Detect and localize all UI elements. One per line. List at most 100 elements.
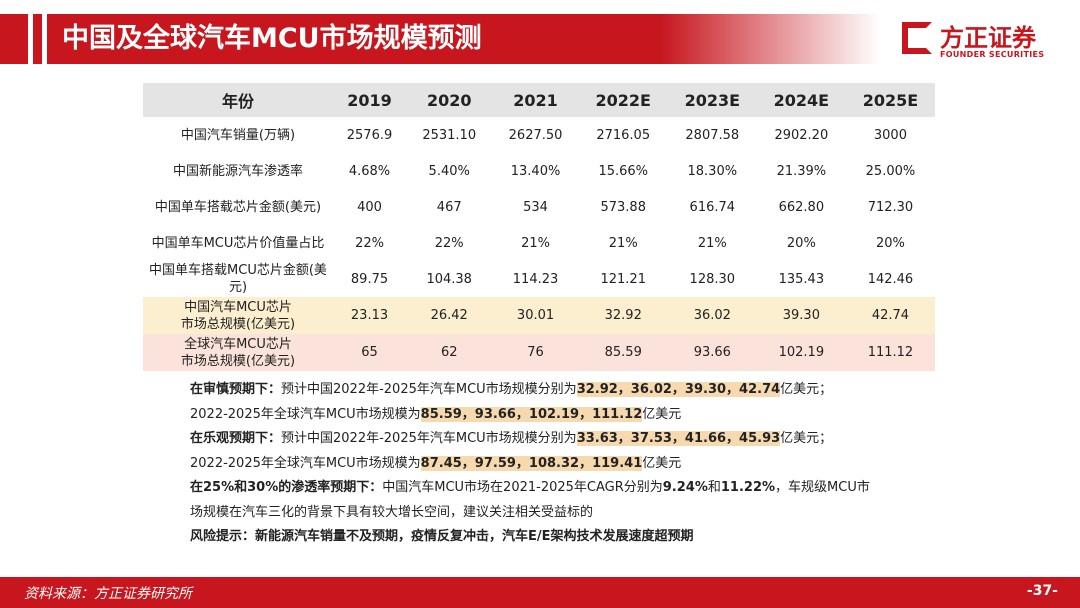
- logo-en: FOUNDER SECURITIES: [940, 50, 1045, 59]
- note-lead: 在审慎预期下：: [190, 382, 282, 397]
- cell: 534: [523, 199, 548, 215]
- note-text: 亿美元；: [780, 382, 833, 397]
- note-lead: 风险提示：: [190, 529, 256, 544]
- table-row: 中国单车MCU芯片价值量占比 22% 22% 21% 21% 21% 20% 20%: [143, 225, 935, 261]
- cell: 13.40%: [510, 163, 561, 179]
- cell: 4.68%: [348, 163, 391, 179]
- row-label: 中国单车MCU芯片价值量占比: [151, 235, 325, 251]
- cell: 135.43: [778, 271, 825, 287]
- note-line: 在25%和30%的渗透率预期下：中国汽车MCU市场在2021-2025年CAGR…: [190, 476, 880, 525]
- note-line: 2022-2025年全球汽车MCU市场规模为87.45，97.59，108.32…: [190, 452, 880, 477]
- row-label: 中国单车搭载MCU芯片金额(美元): [149, 263, 327, 295]
- cell: 22%: [355, 235, 384, 251]
- row-label: 中国汽车MCU芯片 市场总规模(亿美元): [143, 297, 333, 334]
- header-cell: 2023E: [667, 83, 757, 117]
- cell: 21%: [608, 235, 638, 251]
- page-number: -37-: [1026, 583, 1058, 599]
- cell: 18.30%: [687, 163, 738, 179]
- cell: 62: [406, 334, 493, 371]
- note-text: 2022-2025年全球汽车MCU市场规模为: [190, 455, 421, 471]
- cell: 20%: [786, 235, 816, 251]
- table-row: 中国单车搭载MCU芯片金额(美元) 89.75 104.38 114.23 121.21…: [143, 261, 935, 297]
- cell: 2716.05: [596, 127, 651, 143]
- header-cell: 2019: [333, 83, 407, 117]
- note-text: 和: [707, 480, 721, 495]
- cell: 21%: [521, 235, 550, 251]
- cell: 21.39%: [776, 163, 827, 179]
- note-text: 亿美元: [642, 455, 682, 471]
- header-cell: 2021: [492, 83, 579, 117]
- header-cell: 2020: [406, 83, 493, 117]
- cell: 21%: [697, 235, 727, 251]
- cell: 25.00%: [865, 163, 916, 179]
- cell: 2531.10: [422, 127, 477, 143]
- note-text: 新能源汽车销量不及预期，疫情反复冲击，汽车E/E架构技术发展速度超预期: [255, 529, 694, 544]
- cell: 573.88: [600, 199, 646, 215]
- note-line: 在乐观预期下：预计中国2022年-2025年汽车MCU市场规模分别为33.63，…: [190, 427, 880, 452]
- table-row: 中国汽车销量(万辆) 2576.9 2531.10 2627.50 2716.05 280…: [143, 117, 935, 153]
- cell: 26.42: [406, 297, 493, 334]
- cell: 128.30: [689, 271, 736, 287]
- header-cell: 2025E: [845, 83, 935, 117]
- note-highlight: 85.59，93.66，102.19，111.12: [420, 406, 643, 422]
- title: 中国及全球汽车MCU市场规模预测: [62, 23, 482, 54]
- cell: 121.21: [600, 271, 646, 287]
- cell: 114.23: [512, 271, 559, 287]
- note-text: ，车规级MCU市场规模在汽车三化的背景下具有较大增长空间，建议关注相关受益标的: [190, 480, 870, 520]
- cell: 2807.58: [685, 127, 740, 143]
- note-line: 风险提示：新能源汽车销量不及预期，疫情反复冲击，汽车E/E架构技术发展速度超预期: [190, 525, 880, 550]
- header-cell: 2024E: [756, 83, 846, 117]
- logo-icon: [902, 22, 932, 54]
- row-label: 中国汽车销量(万辆): [180, 127, 296, 143]
- cell: 712.30: [867, 199, 914, 215]
- cell: 42.74: [845, 297, 935, 334]
- table-row: 中国新能源汽车渗透率 4.68% 5.40% 13.40% 15.66% 18.30% 21…: [143, 153, 935, 189]
- logo-cn: 方正证券: [940, 24, 1036, 52]
- cell: 2576.9: [346, 127, 393, 143]
- table-row: 全球汽车MCU芯片 市场总规模(亿美元) 65 62 76 85.59 93.66 102.…: [143, 334, 935, 371]
- header-cell: 年份: [143, 83, 333, 117]
- stripe: [28, 14, 33, 64]
- source: 资料来源：方正证券研究所: [24, 586, 192, 602]
- cell: 65: [333, 334, 407, 371]
- table: 年份 2019 2020 2021 2022E 2023E 2024E 2025E 中国汽车销量…: [143, 83, 935, 371]
- note-lead: 在乐观预期下：: [190, 431, 282, 446]
- cell: 3000: [873, 127, 907, 143]
- cell: 23.13: [333, 297, 407, 334]
- cell: 22%: [434, 235, 464, 251]
- note-line: 在审慎预期下：预计中国2022年-2025年汽车MCU市场规模分别为32.92，…: [190, 378, 880, 403]
- cell: 5.40%: [428, 163, 470, 179]
- cell: 36.02: [667, 297, 757, 334]
- cell: 102.19: [756, 334, 846, 371]
- note-text: 预计中国2022年-2025年汽车MCU市场规模分别为: [281, 382, 577, 397]
- cell: 30.01: [492, 297, 579, 334]
- notes: 在审慎预期下：预计中国2022年-2025年汽车MCU市场规模分别为32.92，…: [190, 378, 880, 550]
- logo: 方正证券 FOUNDER SECURITIES: [902, 20, 1072, 64]
- note-text: 2022-2025年全球汽车MCU市场规模为: [190, 406, 421, 422]
- cell: 2627.50: [508, 127, 563, 143]
- title-bar: [0, 14, 880, 64]
- cell: 104.38: [426, 271, 472, 287]
- cell: 662.80: [778, 199, 825, 215]
- stripe: [42, 14, 47, 64]
- note-text: 亿美元: [642, 406, 682, 422]
- table-row: 中国单车搭载芯片金额(美元) 400 467 534 573.88 616.74 662.8…: [143, 189, 935, 225]
- cell: 111.12: [845, 334, 935, 371]
- cell: 76: [492, 334, 579, 371]
- row-label: 中国新能源汽车渗透率: [172, 163, 303, 179]
- header-cell: 2022E: [578, 83, 668, 117]
- cell: 93.66: [667, 334, 757, 371]
- cell: 32.92: [578, 297, 668, 334]
- cell: 616.74: [689, 199, 736, 215]
- note-highlight: 87.45，97.59，108.32，119.41: [420, 455, 643, 471]
- cell: 89.75: [350, 271, 389, 287]
- note-text: 预计中国2022年-2025年汽车MCU市场规模分别为: [281, 431, 577, 446]
- note-lead: 在25%和30%的渗透率预期下：: [190, 480, 383, 495]
- table-row: 中国汽车MCU芯片 市场总规模(亿美元) 23.13 26.42 30.01 32.92…: [143, 297, 935, 334]
- cell: 39.30: [756, 297, 846, 334]
- note-bold: 9.24%: [662, 480, 708, 495]
- row-label: 中国单车搭载芯片金额(美元): [154, 199, 322, 215]
- row-label: 全球汽车MCU芯片 市场总规模(亿美元): [143, 334, 333, 371]
- cell: 85.59: [578, 334, 668, 371]
- note-highlight: 32.92，36.02，39.30，42.74: [576, 382, 781, 397]
